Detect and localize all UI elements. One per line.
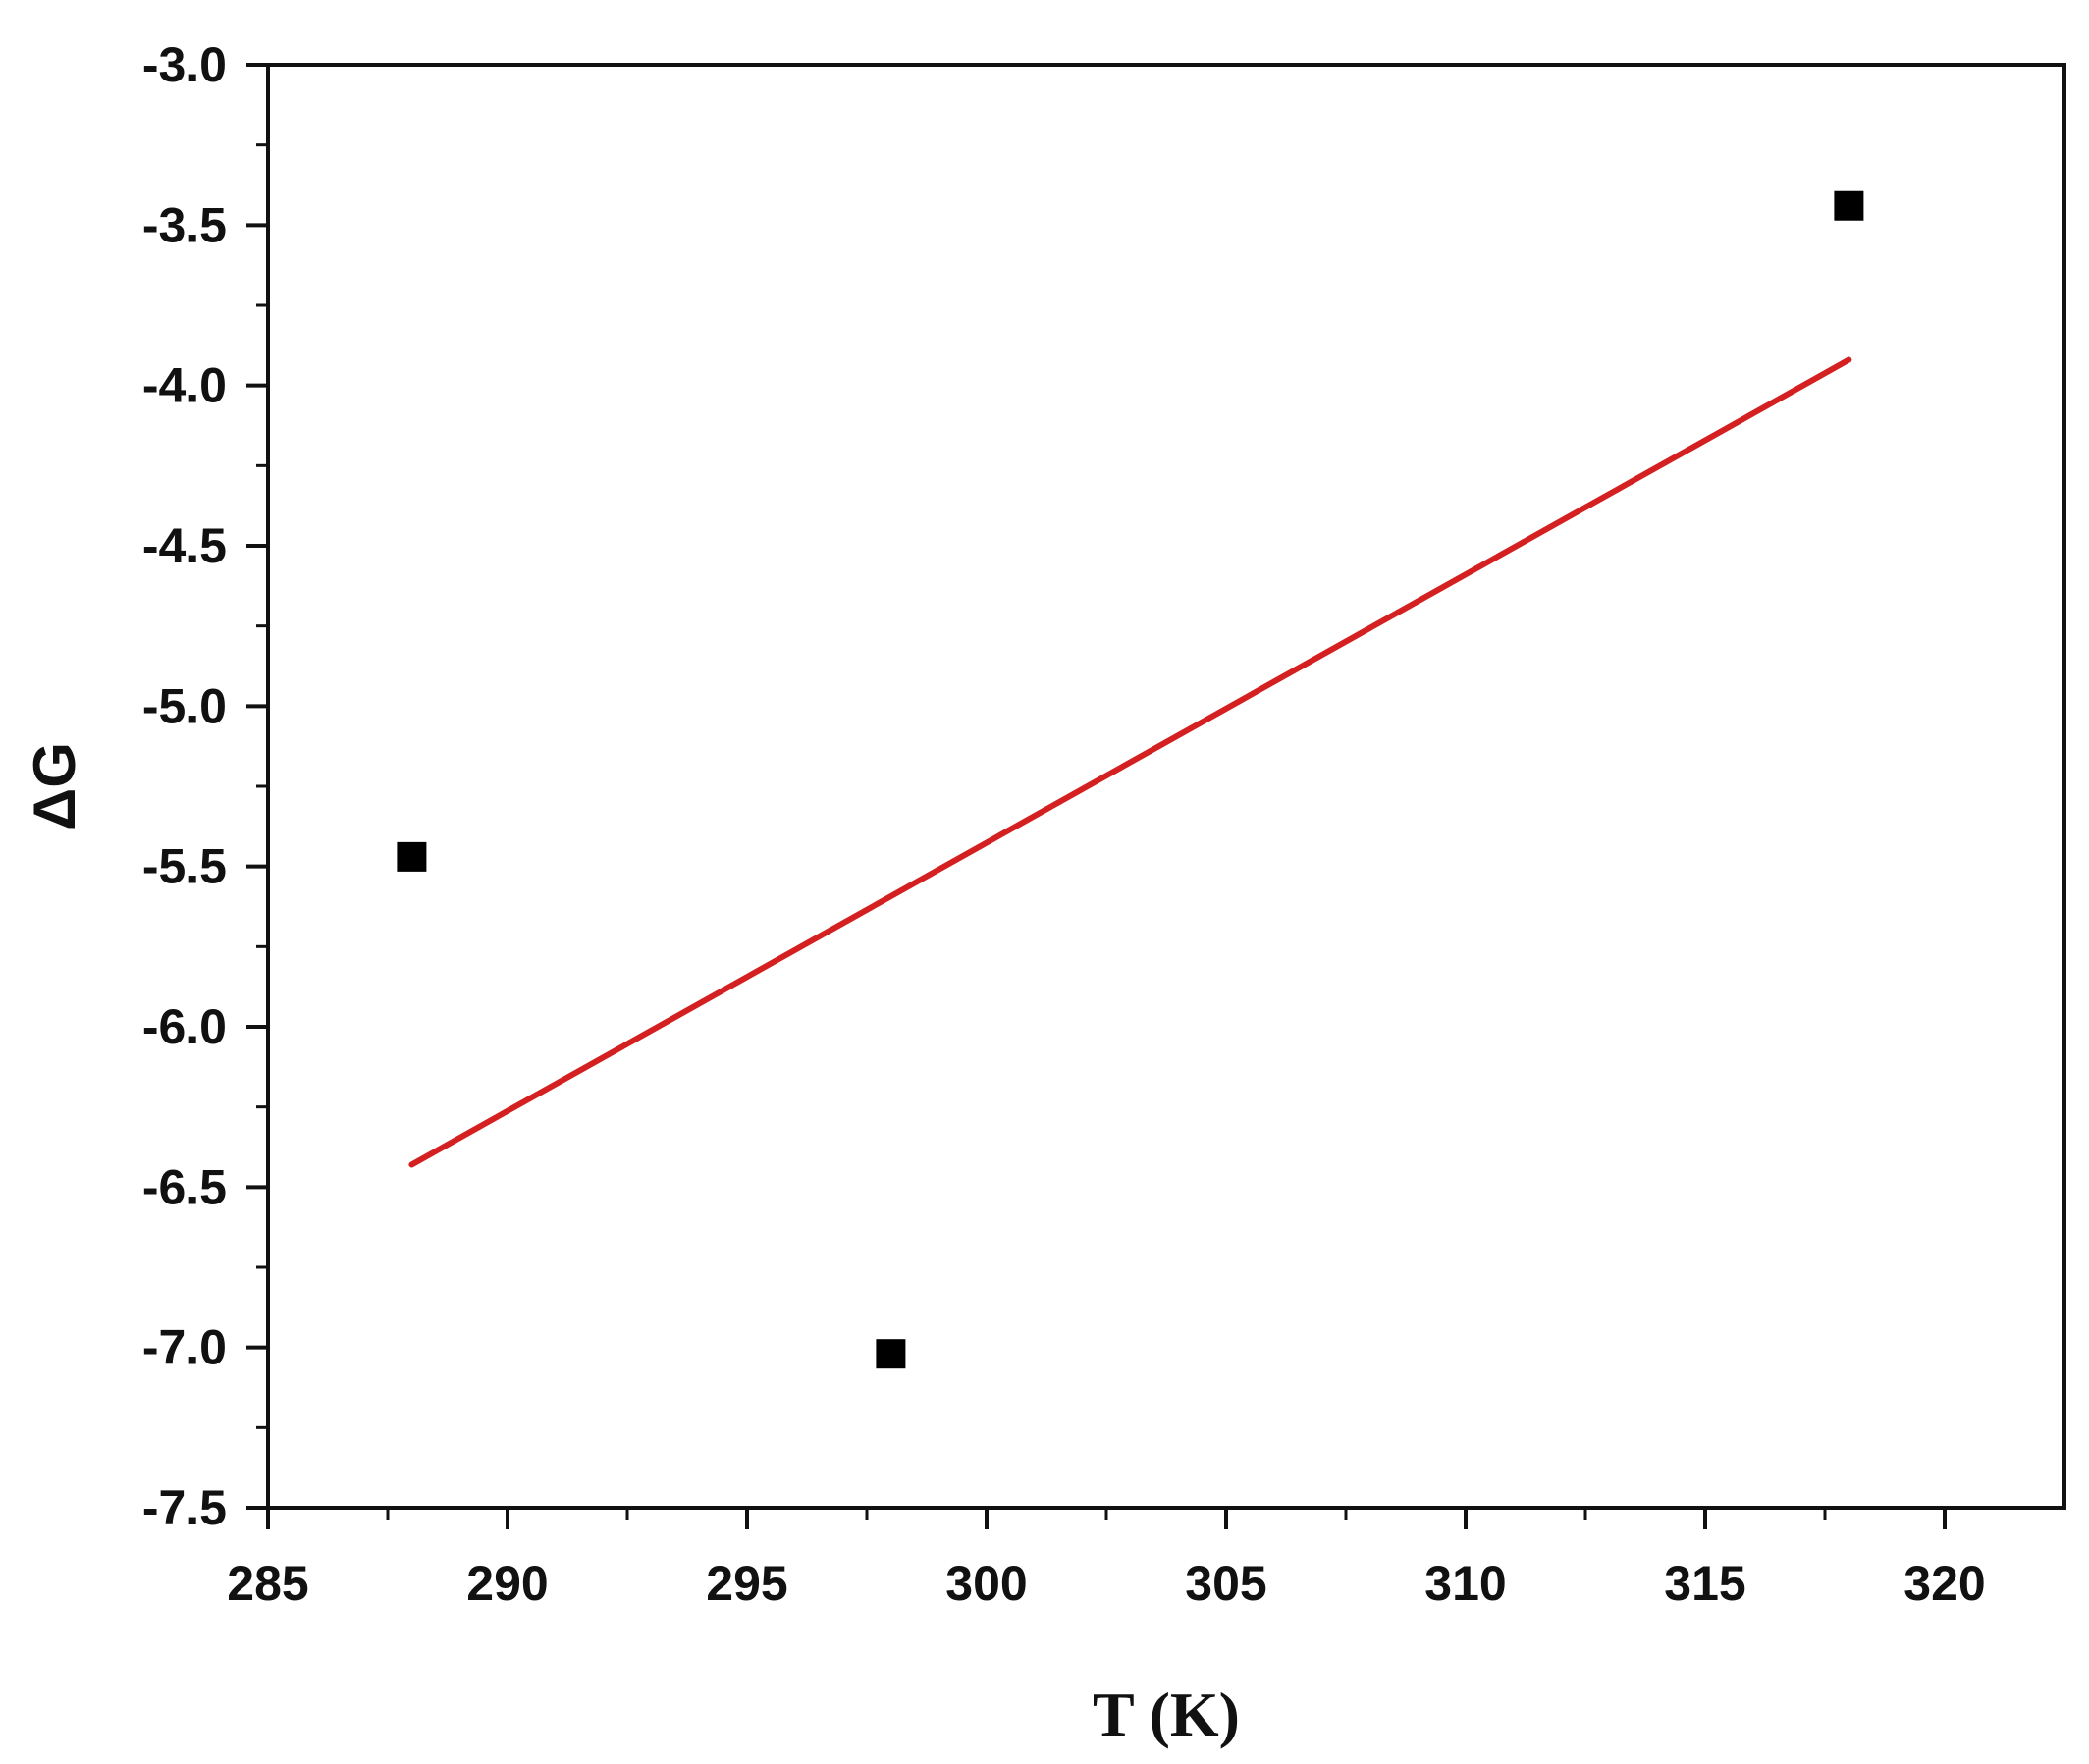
- fit-line: [408, 356, 1852, 1168]
- y-axis: [246, 63, 268, 1510]
- data-point: [397, 841, 427, 872]
- y-tick-label: -3.0: [142, 37, 227, 92]
- data-points: [397, 190, 1864, 1369]
- x-tick-label: 300: [945, 1556, 1027, 1611]
- y-tick-label: -7.0: [142, 1320, 227, 1375]
- fit-line-layer: [408, 356, 1852, 1168]
- x-tick-label: 285: [227, 1556, 308, 1611]
- y-tick-labels: -3.0 -3.5 -4.0 -4.5 -5.0 -5.5 -6.0 -6.5 -7.0 -7.5: [142, 37, 227, 1535]
- x-tick-label: 290: [466, 1556, 548, 1611]
- y-axis-label: ΔG: [22, 742, 87, 830]
- x-tick-label: 295: [706, 1556, 787, 1611]
- x-tick-label: 320: [1903, 1556, 1985, 1611]
- y-tick-label: -4.0: [142, 358, 227, 413]
- y-tick-label: -5.0: [142, 678, 227, 733]
- x-tick-label: 305: [1185, 1556, 1266, 1611]
- x-tick-label: 315: [1664, 1556, 1745, 1611]
- y-tick-label: -4.5: [142, 518, 227, 573]
- data-point: [876, 1339, 906, 1369]
- x-tick-labels: 285 290 295 300 305 310 315 320: [227, 1556, 1985, 1611]
- x-axis: [266, 1508, 1947, 1529]
- y-tick-label: -6.5: [142, 1159, 227, 1214]
- x-tick-label: 310: [1424, 1556, 1506, 1611]
- data-point: [1834, 190, 1864, 221]
- plot-frame: [266, 63, 2066, 1510]
- y-tick-label: -3.5: [142, 197, 227, 252]
- y-tick-label: -7.5: [142, 1480, 227, 1535]
- y-tick-label: -5.5: [142, 839, 227, 894]
- y-tick-label: -6.0: [142, 999, 227, 1054]
- x-axis-label: T (K): [1093, 1680, 1240, 1749]
